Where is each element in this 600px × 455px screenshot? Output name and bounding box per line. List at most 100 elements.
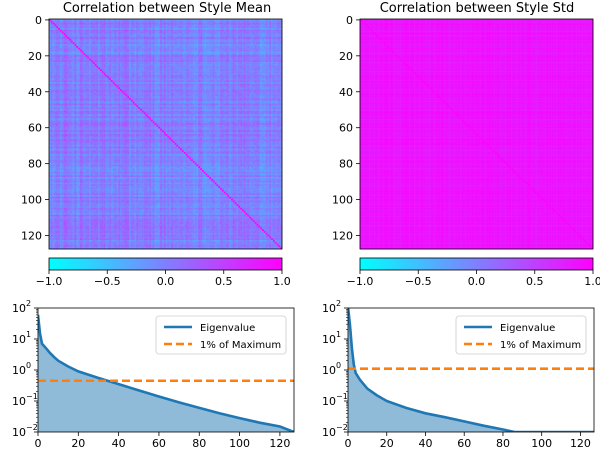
heatmap-cell [174, 65, 177, 68]
heatmap-cell [158, 87, 161, 90]
heatmap-cell [180, 49, 183, 52]
heatmap-cell [145, 51, 148, 54]
heatmap-cell [114, 27, 117, 31]
heatmap-cell [136, 56, 139, 59]
heatmap-cell [119, 20, 123, 23]
heatmap-cell [158, 69, 161, 72]
heatmap-cell [98, 36, 101, 40]
heatmap-cell [78, 36, 81, 40]
heatmap-cell [61, 60, 64, 63]
heatmap-cell [107, 85, 110, 88]
heatmap-cell [74, 51, 77, 54]
heatmap-cell [229, 54, 232, 57]
heatmap-cell [109, 74, 112, 77]
heatmap-cell [138, 72, 141, 75]
heatmap-cell [245, 63, 248, 66]
heatmap-cell [130, 71, 133, 74]
heatmap-cell [274, 62, 277, 65]
heatmap-cell [63, 63, 66, 66]
heatmap-cell [261, 74, 265, 77]
heatmap-cell [174, 35, 177, 38]
heatmap-cell [167, 26, 170, 29]
heatmap-cell [50, 24, 53, 27]
heatmap-cell [125, 67, 128, 70]
heatmap-cell [207, 60, 210, 63]
heatmap-cell [167, 72, 170, 75]
heatmap-cell [176, 62, 179, 65]
heatmap-cell [180, 42, 183, 45]
heatmap-cell [114, 49, 117, 52]
heatmap-cell [276, 74, 279, 77]
heatmap-cell [225, 62, 228, 65]
heatmap-cell [241, 22, 245, 25]
heatmap-cell [160, 74, 163, 77]
heatmap-cell [70, 22, 73, 25]
heatmap-cell [251, 53, 254, 56]
heatmap-cell [52, 74, 55, 77]
heatmap-cell [50, 44, 53, 47]
heatmap-cell [231, 20, 234, 23]
heatmap-cell [256, 69, 259, 72]
heatmap-cell [187, 80, 190, 83]
heatmap-cell [232, 76, 235, 79]
heatmap-cell [61, 27, 64, 31]
heatmap-cell [163, 20, 166, 23]
heatmap-cell [98, 63, 101, 66]
heatmap-cell [200, 71, 203, 74]
heatmap-cell [220, 58, 223, 61]
heatmap-cell [241, 58, 245, 61]
heatmap-cell [138, 49, 141, 52]
heatmap-cell [145, 29, 148, 32]
heatmap-cell [96, 62, 99, 65]
heatmap-cell [189, 56, 192, 59]
heatmap-cell [203, 36, 206, 40]
heatmap-cell [181, 80, 184, 83]
heatmap-cell [261, 44, 265, 47]
heatmap-cell [158, 63, 161, 66]
heatmap-cell [145, 76, 148, 79]
heatmap-cell [127, 80, 130, 83]
heatmap-cell [245, 51, 248, 54]
heatmap-cell [203, 38, 206, 41]
heatmap-cell [98, 38, 101, 41]
heatmap-cell [174, 36, 177, 40]
heatmap-cell [187, 40, 190, 43]
heatmap-cell [138, 65, 141, 68]
heatmap-cell [161, 85, 164, 88]
heatmap-cell [211, 38, 214, 41]
heatmap-cell [107, 31, 110, 34]
heatmap-cell [160, 40, 163, 43]
heatmap-cell [69, 45, 72, 48]
heatmap-cell [254, 60, 257, 63]
heatmap-cell [74, 74, 77, 77]
heatmap-cell [70, 31, 73, 34]
heatmap-cell [167, 47, 170, 50]
heatmap-cell [234, 27, 237, 31]
heatmap-cell [160, 24, 163, 27]
heatmap-cell [172, 45, 175, 48]
heatmap-cell [160, 69, 163, 72]
heatmap-cell [267, 40, 270, 43]
heatmap-cell [81, 26, 84, 29]
heatmap-cell [61, 22, 64, 25]
heatmap-cell [263, 62, 266, 65]
heatmap-cell [147, 69, 150, 72]
heatmap-cell [254, 44, 257, 47]
heatmap-cell [79, 69, 83, 72]
heatmap-cell [245, 19, 248, 22]
heatmap-cell [221, 56, 224, 59]
heatmap-cell [198, 71, 201, 74]
heatmap-cell [278, 78, 281, 81]
heatmap-cell [79, 42, 83, 45]
heatmap-cell [241, 38, 245, 41]
heatmap-cell [261, 63, 265, 66]
heatmap-cell [158, 35, 161, 38]
heatmap-cell [140, 38, 143, 41]
heatmap-cell [198, 51, 201, 54]
heatmap-cell [241, 24, 245, 27]
heatmap-cell [89, 58, 92, 61]
heatmap-cell [154, 65, 157, 68]
heatmap-cell [132, 80, 135, 83]
heatmap-cell [96, 22, 99, 25]
